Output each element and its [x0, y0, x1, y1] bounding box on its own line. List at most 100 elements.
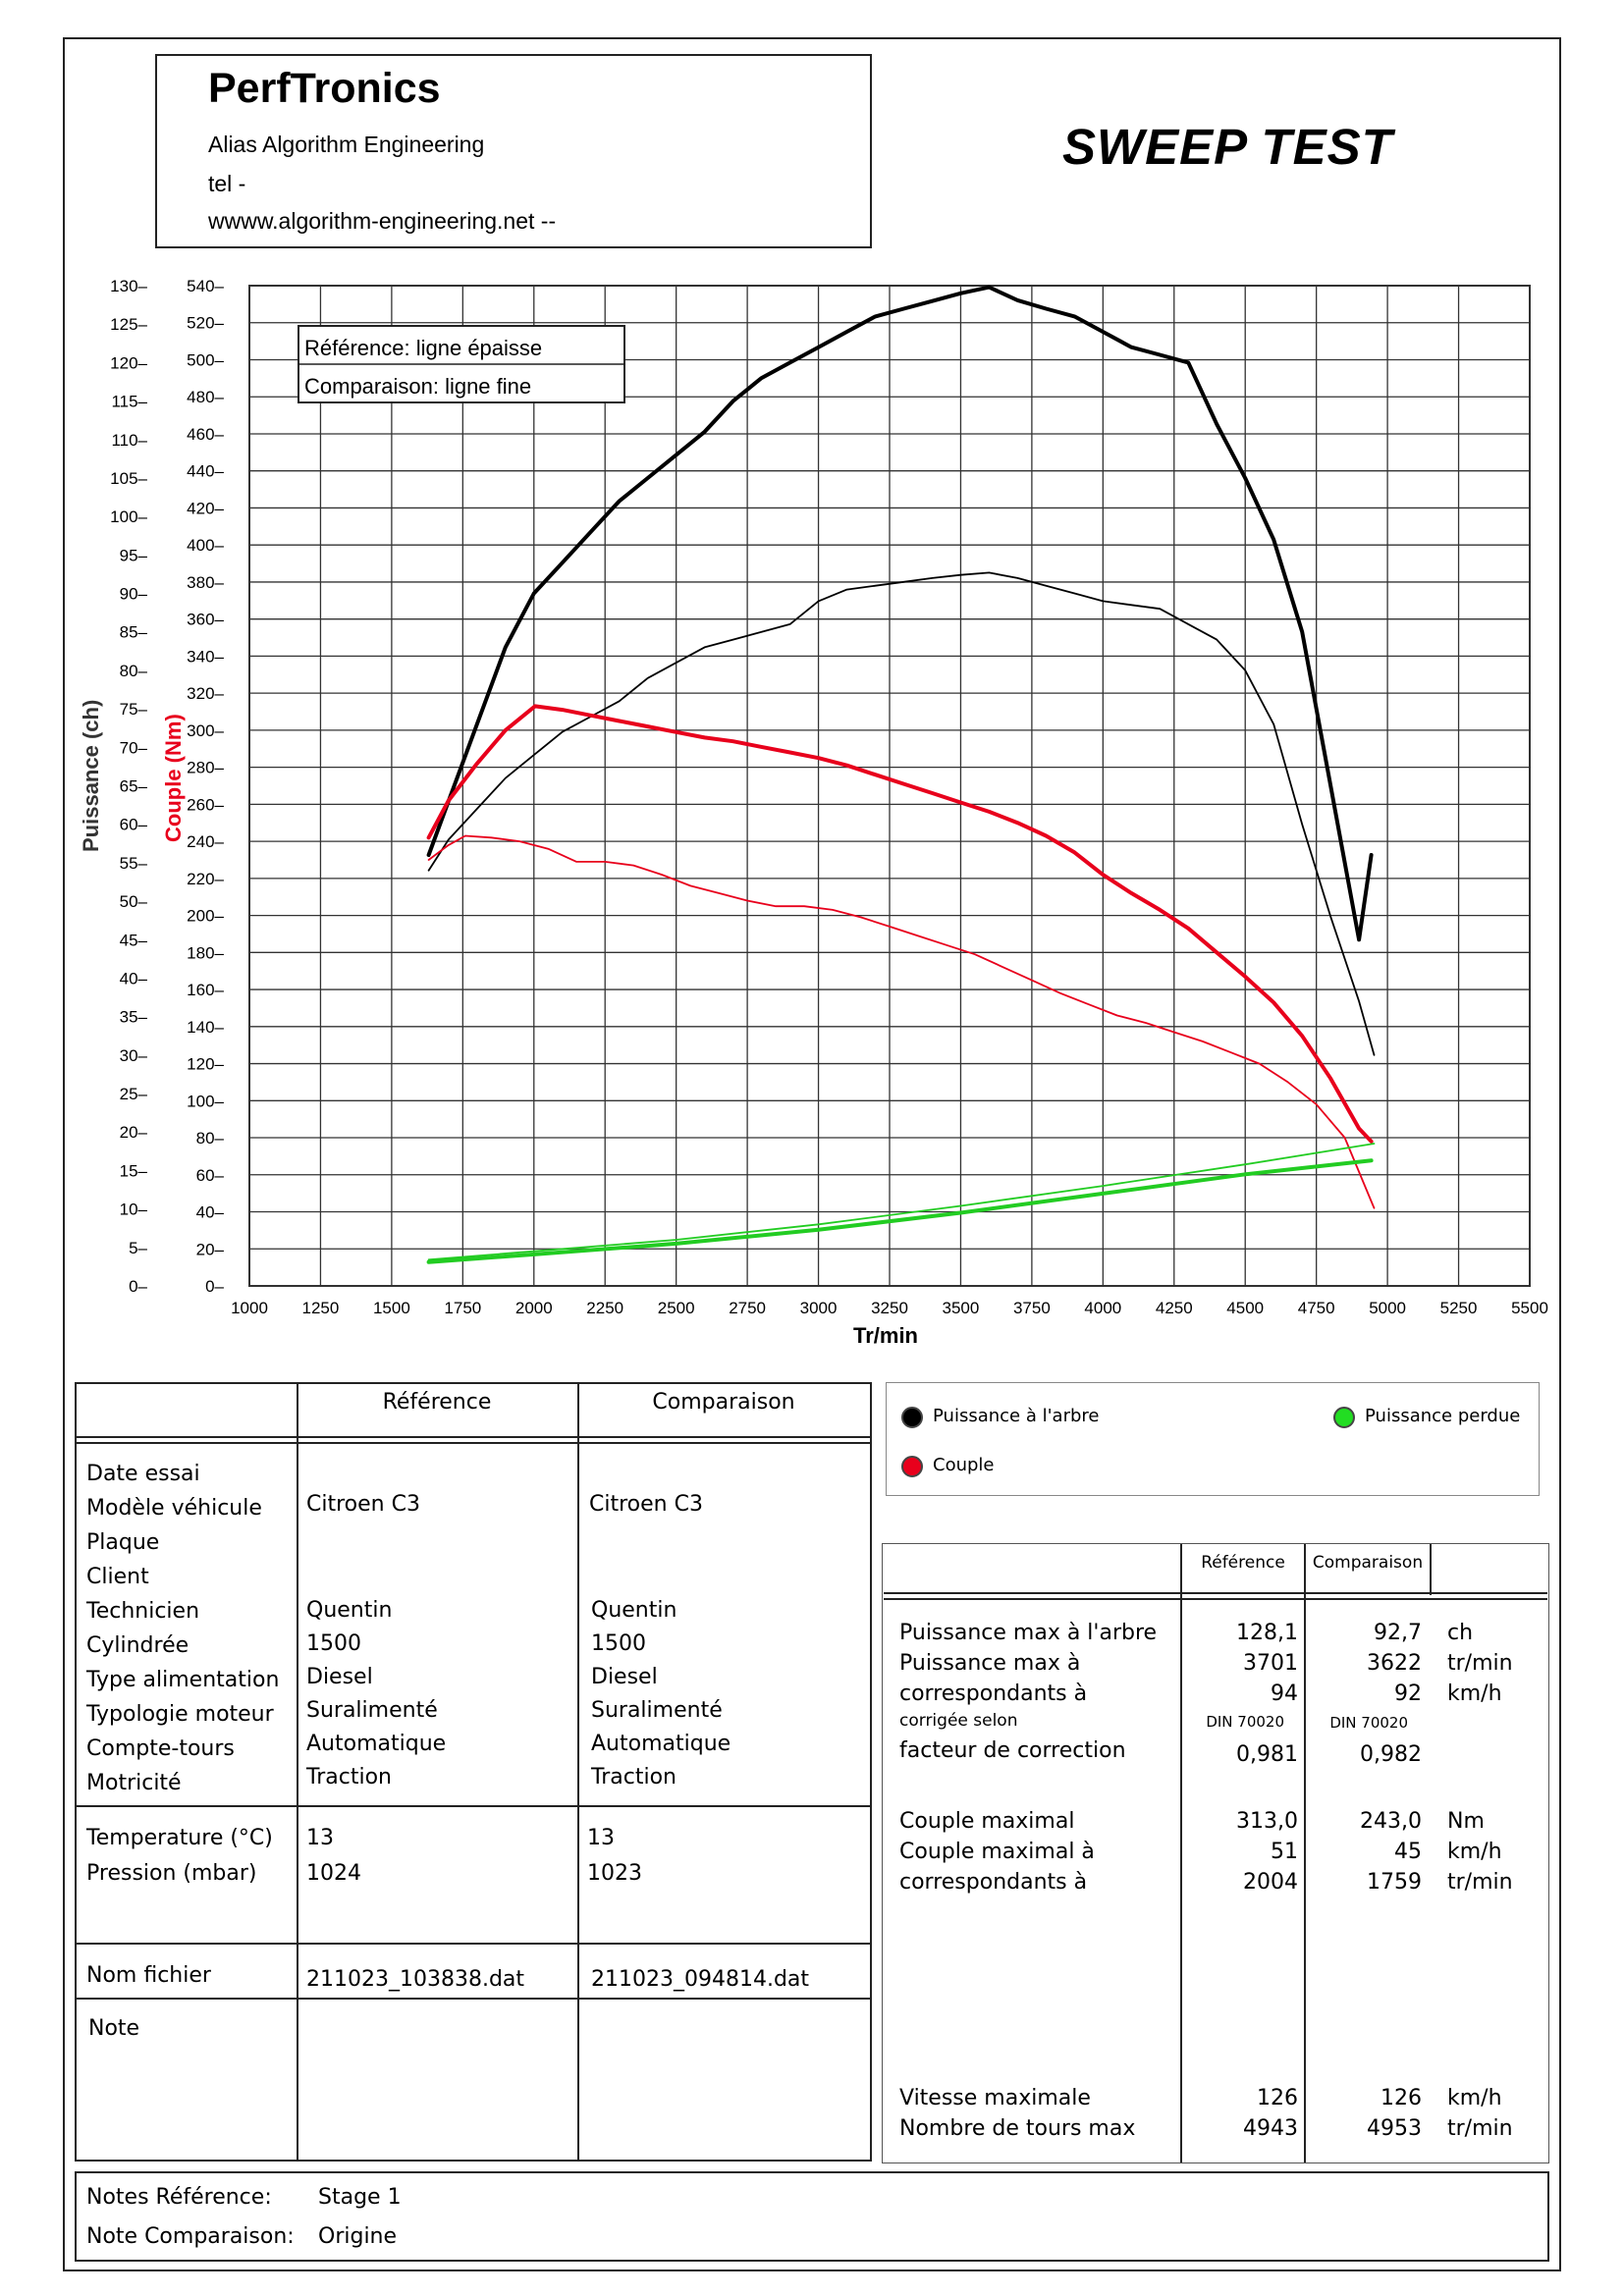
torque-tick-label: 440–	[187, 462, 224, 481]
comp-typologie: Suralimenté	[591, 1698, 723, 1723]
result-value: 45	[1394, 1840, 1422, 1864]
params-header-rule-1	[77, 1436, 870, 1438]
power-tick-label: 130–	[110, 277, 147, 295]
torque-tick-label: 220–	[187, 870, 224, 888]
result-label: correspondants à	[899, 1682, 1088, 1706]
company-header-box	[155, 54, 872, 248]
x-tick-label: 1250	[302, 1299, 340, 1317]
x-tick-label: 1750	[444, 1299, 481, 1317]
params-header-rule-2	[77, 1442, 870, 1444]
torque-tick-label: 40–	[196, 1203, 225, 1222]
x-tick-label: 3500	[943, 1299, 980, 1317]
torque-tick-label: 380–	[187, 573, 224, 592]
torque-tick-label: 80–	[196, 1129, 225, 1148]
result-label: Puissance max à	[899, 1651, 1081, 1676]
comp-values: Quentin 1500 Diesel Suralimenté Automati…	[591, 1594, 731, 1794]
param-label: Type alimentation	[86, 1668, 280, 1692]
param-label: Modèle véhicule	[86, 1496, 262, 1521]
series-line-4	[426, 1158, 1374, 1264]
temp-comp: 13	[587, 1826, 615, 1850]
x-tick-label: 4250	[1156, 1299, 1193, 1317]
y-axis-label-torque: Couple (Nm)	[161, 714, 186, 842]
torque-tick-label: 340–	[187, 647, 224, 666]
note-label: Note	[88, 2016, 140, 2041]
params-col-comp-header: Comparaison	[652, 1390, 795, 1415]
param-label: Date essai	[86, 1462, 200, 1486]
power-tick-label: 45–	[120, 931, 148, 949]
result-value: 126	[1257, 2086, 1298, 2110]
result-value: 4943	[1243, 2116, 1298, 2141]
params-labels: Date essai Modèle véhicule Plaque Client…	[86, 1457, 279, 1800]
series-line-0	[426, 285, 1374, 942]
params-col-divider-2	[577, 1384, 579, 2162]
results-torque-units: Nm km/h tr/min	[1447, 1806, 1513, 1897]
params-rule-note	[77, 1998, 870, 2000]
power-tick-label: 100–	[110, 507, 147, 526]
notes-comp-value: Origine	[318, 2224, 398, 2249]
torque-tick-label: 20–	[196, 1240, 225, 1258]
comp-model: Citroen C3	[589, 1492, 703, 1517]
results-speed-units: km/h tr/min	[1447, 2083, 1513, 2144]
x-tick-label: 2750	[729, 1299, 766, 1317]
power-tick-label: 90–	[120, 585, 148, 604]
result-label: corrigée selon	[899, 1711, 1018, 1731]
result-unit: tr/min	[1447, 1870, 1513, 1895]
loss-legend-label: Puissance perdue	[1365, 1406, 1521, 1426]
comp-cylindree: 1500	[591, 1631, 646, 1656]
legend-comparison-style: Comparaison: ligne fine	[304, 374, 531, 399]
torque-tick-label: 420–	[187, 499, 224, 517]
result-label: facteur de correction	[899, 1738, 1126, 1763]
results-ref-power: 128,1 3701 94	[1182, 1618, 1298, 1709]
result-value: DIN 70020	[1329, 1714, 1408, 1732]
ref-technicien: Quentin	[306, 1598, 393, 1623]
results-col-comp-header: Comparaison	[1312, 1553, 1424, 1573]
results-power-labels: Puissance max à l'arbre Puissance max à …	[899, 1618, 1157, 1709]
power-tick-label: 110–	[111, 431, 147, 450]
x-tick-label: 3750	[1013, 1299, 1051, 1317]
torque-tick-label: 460–	[187, 425, 224, 444]
torque-tick-label: 480–	[187, 388, 224, 406]
file-comp: 211023_094814.dat	[591, 1967, 810, 1992]
power-tick-label: 50–	[120, 892, 148, 911]
result-unit: tr/min	[1447, 2116, 1513, 2141]
result-value: 94	[1271, 1682, 1298, 1706]
power-legend-label: Puissance à l'arbre	[933, 1406, 1100, 1426]
x-tick-label: 5250	[1440, 1299, 1478, 1317]
power-tick-label: 105–	[110, 469, 147, 488]
torque-legend-dot	[901, 1456, 923, 1477]
power-tick-label: 0–	[129, 1277, 147, 1296]
power-tick-label: 10–	[120, 1201, 148, 1219]
results-speed-labels: Vitesse maximale Nombre de tours max	[899, 2083, 1135, 2144]
results-power-units: ch tr/min km/h	[1447, 1618, 1513, 1709]
series-line-2	[426, 704, 1374, 1144]
ref-values: Quentin 1500 Diesel Suralimenté Automati…	[306, 1594, 446, 1794]
x-tick-label: 4750	[1298, 1299, 1335, 1317]
press-ref: 1024	[306, 1861, 361, 1886]
result-value: 243,0	[1360, 1809, 1422, 1834]
param-label: Technicien	[86, 1599, 200, 1624]
legend-reference-style: Référence: ligne épaisse	[304, 336, 542, 360]
torque-tick-label: 540–	[187, 277, 224, 295]
result-value: 313,0	[1236, 1809, 1298, 1834]
power-tick-label: 55–	[120, 854, 148, 873]
torque-tick-label: 280–	[187, 759, 224, 777]
ref-compte: Automatique	[306, 1732, 447, 1756]
temp-ref: 13	[306, 1826, 334, 1850]
result-label: Vitesse maximale	[899, 2086, 1091, 2110]
ref-motricite: Traction	[306, 1765, 392, 1789]
param-label: Motricité	[86, 1771, 182, 1795]
file-ref: 211023_103838.dat	[306, 1967, 525, 1992]
file-label: Nom fichier	[86, 1963, 211, 1988]
torque-tick-label: 260–	[187, 795, 224, 814]
torque-tick-label: 60–	[196, 1166, 225, 1185]
result-unit: Nm	[1447, 1809, 1485, 1834]
ref-alimentation: Diesel	[306, 1665, 373, 1689]
loss-legend-dot	[1333, 1407, 1355, 1428]
power-tick-label: 25–	[120, 1085, 148, 1103]
x-tick-label: 3000	[800, 1299, 838, 1317]
torque-tick-label: 240–	[187, 832, 224, 851]
company-website: wwww.algorithm-engineering.net --	[208, 208, 557, 234]
params-rule-file	[77, 1943, 870, 1945]
result-value: 128,1	[1236, 1621, 1298, 1645]
power-tick-label: 115–	[111, 393, 147, 411]
